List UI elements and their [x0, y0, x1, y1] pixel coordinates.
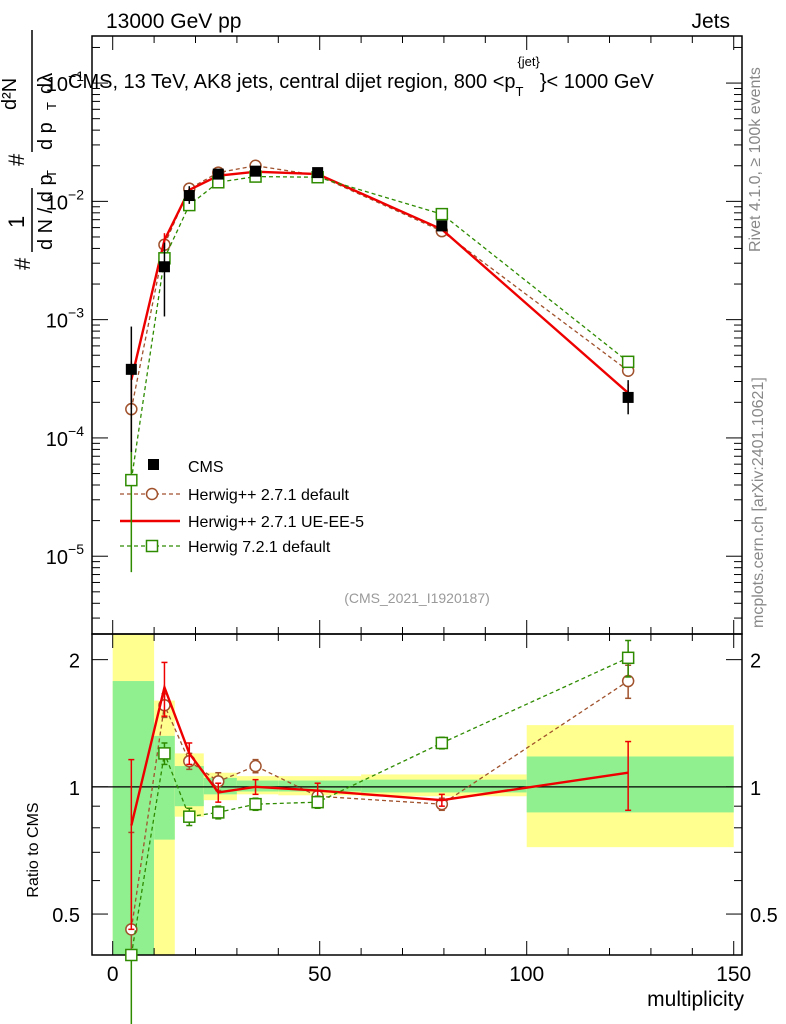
x-axis-label: multiplicity	[647, 988, 744, 1011]
point-ratio-herwig-2-7-1-default	[249, 759, 262, 773]
title-sub: T	[516, 84, 524, 99]
data-marks	[125, 159, 635, 1024]
series-line-herwig-2-7-1-ue-ee-5	[130, 170, 629, 394]
ratio-line-herwig-2-7-1-ue-ee-5	[130, 683, 629, 826]
ratio-frame	[91, 633, 743, 956]
series-line-herwig-7-2-1-default	[130, 175, 629, 481]
ratio-bands	[112, 634, 734, 955]
ylabel-hash1: #	[10, 257, 35, 270]
x-tick-label: 50	[308, 963, 331, 986]
ylabel-T1: T	[44, 170, 59, 178]
ratio-line-herwig-2-7-1-default	[130, 680, 629, 930]
legend-herwig7-label: Herwig 7.2.1 default	[188, 539, 331, 556]
ylabel-T2: T	[44, 102, 59, 110]
stat-uncertainty-band	[174, 766, 204, 807]
y-tick-label-main: 10−3	[46, 305, 84, 333]
y-tick-label-main: 10−5	[46, 541, 84, 569]
main-ylabel: # 1 d N / d p T # d²N d p T dλ	[0, 30, 59, 270]
stat-uncertainty-band	[278, 780, 362, 792]
y-tick-label-ratio-right: 1	[750, 778, 761, 800]
cms-data-point	[125, 363, 137, 375]
jets-label: Jets	[691, 10, 730, 33]
legend-herwigpp-default-marker	[145, 487, 159, 501]
point-ratio-herwig-7-2-1-default	[435, 736, 449, 750]
chart-title: CMS, 13 TeV, AK8 jets, central dijet reg…	[68, 54, 655, 99]
ylabel-dpT: d p	[35, 122, 57, 150]
analysis-watermark: (CMS_2021_I1920187)	[344, 590, 490, 606]
title-suffix: }< 1000 GeV	[540, 71, 655, 93]
stat-uncertainty-band	[154, 735, 175, 840]
point-ratio-herwig-7-2-1-default	[621, 651, 635, 665]
y-tick-label-main: 10−1	[46, 68, 84, 96]
ylabel-dlam: dλ	[35, 73, 57, 94]
energy-label: 13000 GeV pp	[106, 10, 241, 33]
point-ratio-herwig-7-2-1-default	[125, 948, 138, 962]
ylabel-dN: d N / d p	[35, 174, 57, 250]
cms-data-point	[250, 165, 262, 177]
y-tick-label-main: 10−2	[46, 186, 84, 214]
legend-herwigpp-default-label: Herwig++ 2.7.1 default	[188, 487, 350, 504]
point-ratio-herwig-7-2-1-default	[212, 806, 225, 819]
point-ratio-herwig-7-2-1-default	[249, 797, 262, 811]
legend-cms-marker	[148, 459, 159, 470]
legend: CMS Herwig++ 2.7.1 default Herwig++ 2.7.…	[120, 459, 364, 556]
cms-data-point	[436, 220, 448, 232]
cms-data-point	[312, 167, 324, 179]
ylabel-d2N: d²N	[0, 78, 21, 110]
axes: 0 50 100 150 10−5 10−4 10−3 10−2 10−1 0.5 0.5 1 1 2 2	[46, 35, 778, 986]
y-tick-label-ratio: 2	[69, 651, 80, 673]
x-tick-label: 100	[509, 963, 544, 986]
ylabel-one: 1	[4, 216, 29, 228]
y-tick-label-ratio-right: 2	[750, 651, 761, 673]
series-line-herwig-2-7-1-default	[130, 165, 629, 410]
point-ratio-herwig-7-2-1-default	[311, 795, 324, 809]
y-tick-label-ratio: 0.5	[52, 905, 80, 927]
stat-uncertainty-band	[361, 779, 527, 793]
point-ratio-herwig-7-2-1-default	[183, 810, 196, 823]
y-tick-label-main: 10−4	[46, 423, 84, 451]
title-prefix: CMS, 13 TeV, AK8 jets, central dijet reg…	[68, 71, 516, 93]
x-tick-label: 150	[716, 963, 751, 986]
ratio-ylabel: Ratio to CMS	[25, 802, 42, 897]
cms-data-point	[622, 391, 634, 403]
legend-herwig7-marker	[145, 539, 159, 553]
y-tick-label-ratio-right: 0.5	[750, 905, 778, 927]
cms-data-point	[212, 168, 224, 180]
x-tick-label: 0	[107, 963, 119, 986]
cms-data-point	[158, 261, 170, 273]
legend-cms-label: CMS	[188, 459, 224, 476]
point-main-herwig-7-2-1-default	[621, 355, 635, 369]
stat-uncertainty-band	[526, 756, 734, 813]
point-main-herwig-7-2-1-default	[435, 207, 449, 221]
title-sup: {jet}	[517, 54, 540, 69]
legend-herwigpp-ueee5-label: Herwig++ 2.7.1 UE-EE-5	[188, 514, 364, 531]
ylabel-hash2: #	[4, 153, 29, 166]
point-ratio-herwig-7-2-1-default	[158, 747, 171, 760]
rivet-label: Rivet 4.1.0, ≥ 100k events	[747, 67, 764, 252]
cms-data-point	[183, 190, 195, 202]
y-tick-label-ratio: 1	[69, 778, 80, 800]
mcplots-label: mcplots.cern.ch [arXiv:2401.10621]	[750, 377, 767, 628]
point-main-herwig-7-2-1-default	[125, 473, 138, 487]
